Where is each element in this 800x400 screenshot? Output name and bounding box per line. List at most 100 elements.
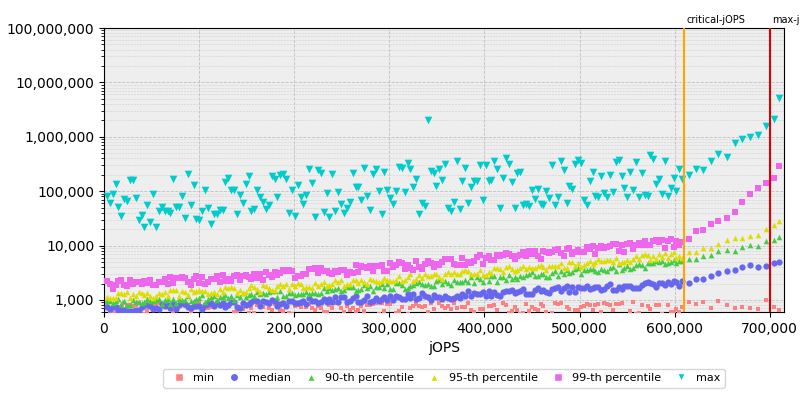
Point [517, 273, 530, 280]
Point [540, 266, 553, 273]
Point [334, 267, 347, 273]
Point [603, 281, 616, 288]
Point [257, 304, 270, 310]
Point [474, 252, 486, 258]
Point [728, 209, 741, 216]
Point [578, 249, 590, 256]
Point [488, 257, 501, 263]
Point [390, 310, 402, 316]
Point [228, 309, 241, 316]
Point [144, 298, 157, 304]
Point [268, 298, 281, 304]
Point [759, 262, 772, 269]
Point [187, 303, 200, 309]
Point [497, 252, 510, 258]
Point [239, 289, 252, 296]
Point [242, 284, 255, 291]
Point [130, 299, 142, 305]
Point [225, 299, 238, 306]
Point [123, 302, 136, 308]
Point [214, 279, 226, 286]
Point [326, 299, 338, 305]
Point [282, 298, 295, 305]
Point [355, 263, 368, 269]
Point [540, 274, 553, 280]
Point [286, 290, 298, 296]
Point [245, 282, 258, 289]
Point [309, 280, 322, 286]
Point [572, 246, 585, 253]
Point [334, 305, 347, 311]
Point [655, 280, 668, 286]
Point [230, 292, 243, 298]
Point [314, 305, 327, 312]
Point [465, 306, 478, 313]
Point [363, 263, 376, 270]
Point [773, 233, 786, 240]
Point [586, 169, 599, 176]
Point [633, 256, 646, 262]
Point [210, 300, 223, 307]
Point [479, 271, 492, 278]
Point [664, 259, 677, 266]
Point [404, 305, 417, 311]
Point [306, 305, 318, 312]
Point [404, 265, 417, 272]
Point [418, 261, 431, 267]
Point [413, 303, 426, 310]
Point [202, 296, 214, 302]
Point [205, 276, 218, 282]
Point [242, 310, 255, 316]
Point [476, 261, 489, 268]
Point [173, 275, 186, 281]
Point [370, 166, 382, 172]
Point [413, 294, 426, 301]
Point [430, 278, 443, 284]
Point [595, 173, 608, 179]
Point [537, 303, 550, 309]
Point [422, 281, 434, 287]
Point [479, 255, 492, 262]
Point [610, 241, 622, 247]
Point [370, 278, 382, 284]
Point [202, 204, 214, 211]
Point [384, 286, 397, 292]
Point [320, 283, 333, 289]
Point [251, 298, 264, 304]
Point [126, 291, 139, 297]
Point [103, 297, 116, 304]
Point [676, 258, 689, 264]
Point [450, 262, 463, 268]
Point [274, 300, 286, 307]
Point [499, 250, 512, 256]
Point [338, 287, 350, 294]
Point [712, 151, 725, 157]
Point [109, 304, 122, 310]
Point [404, 271, 417, 278]
Point [551, 273, 564, 280]
Point [650, 302, 662, 308]
Point [254, 291, 266, 298]
Point [508, 304, 521, 310]
Point [101, 193, 114, 200]
Point [767, 304, 780, 311]
Point [624, 308, 637, 314]
Point [563, 259, 576, 266]
Point [101, 300, 114, 306]
Point [438, 161, 451, 167]
Point [266, 173, 278, 179]
Point [193, 294, 206, 301]
Point [563, 245, 576, 252]
Point [759, 123, 772, 130]
Point [106, 286, 119, 292]
Point [490, 306, 503, 313]
Point [603, 265, 616, 271]
Point [488, 273, 501, 279]
Point [341, 299, 354, 305]
Point [144, 218, 157, 225]
Point [644, 280, 657, 286]
Point [670, 306, 683, 312]
Point [566, 269, 578, 275]
Point [630, 242, 642, 249]
Point [404, 295, 417, 302]
